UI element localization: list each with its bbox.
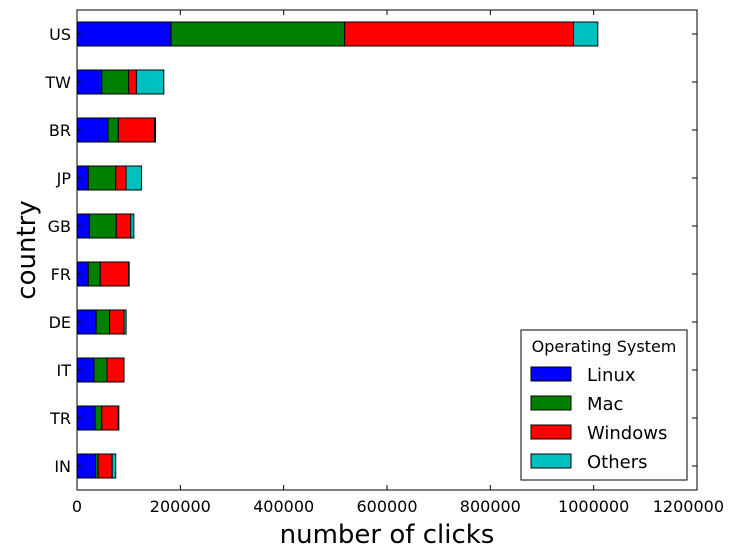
legend-title: Operating System	[532, 337, 677, 356]
y-tick-label-in: IN	[54, 457, 71, 476]
y-tick-label-br: BR	[49, 121, 71, 140]
bar-fr-mac	[87, 261, 101, 287]
bar-us-linux	[76, 21, 172, 47]
bar-br-windows	[117, 117, 156, 143]
y-axis-ticks: US TW BR JP GB FR DE IT TR IN	[44, 25, 697, 476]
bar-gb-windows	[115, 213, 132, 239]
x-axis-ticks: 0 200000 400000 600000 800000 1000000 1200000	[72, 10, 724, 516]
x-tick-label: 1200000	[653, 497, 724, 516]
bar-gb-others	[130, 213, 135, 239]
bar-de-others	[123, 309, 127, 335]
bar-tr-windows	[101, 405, 119, 431]
bar-it-windows	[106, 357, 125, 383]
legend-label-linux: Linux	[587, 365, 636, 386]
bars-group	[76, 21, 599, 479]
y-tick-label-us: US	[49, 25, 71, 44]
y-tick-label-fr: FR	[51, 265, 71, 284]
bar-us-mac	[170, 21, 346, 47]
bar-tw-others	[135, 69, 165, 95]
legend-swatch-windows	[530, 424, 572, 440]
bar-in-windows	[97, 453, 113, 479]
x-tick-label: 0	[72, 497, 82, 516]
legend-swatch-linux	[530, 366, 572, 382]
legend-swatch-mac	[530, 395, 572, 411]
y-tick-label-tr: TR	[49, 409, 71, 428]
bar-us-windows	[344, 21, 575, 47]
x-tick-label: 200000	[150, 497, 211, 516]
legend-entries: Linux Mac Windows Others	[530, 365, 667, 473]
bar-de-windows	[109, 309, 125, 335]
bar-de-mac	[95, 309, 111, 335]
x-tick-label: 400000	[253, 497, 314, 516]
legend-label-windows: Windows	[587, 423, 667, 444]
bar-us-others	[573, 21, 599, 47]
y-axis-title: country	[12, 200, 42, 299]
x-tick-label: 800000	[460, 497, 521, 516]
bar-it-mac	[93, 357, 108, 383]
bar-jp-others	[125, 165, 143, 191]
y-tick-label-gb: GB	[48, 217, 71, 236]
plot-frame	[76, 9, 698, 491]
bar-br-mac	[107, 117, 119, 143]
bar-tw-mac	[101, 69, 130, 95]
bar-tw-windows	[128, 69, 137, 95]
x-axis-title: number of clicks	[280, 520, 495, 550]
bar-fr-others	[128, 261, 130, 287]
bar-br-others	[154, 117, 157, 143]
x-tick-label: 600000	[356, 497, 417, 516]
legend-swatch-others	[530, 453, 572, 469]
bar-tr-mac	[94, 405, 103, 431]
y-tick-label-de: DE	[49, 313, 71, 332]
legend: Operating System Linux Mac Windows Others	[520, 329, 688, 481]
bar-br-linux	[76, 117, 109, 143]
y-tick-label-tw: TW	[44, 73, 71, 92]
legend-label-mac: Mac	[587, 394, 623, 415]
bar-in-others	[111, 453, 117, 479]
x-tick-label: 1000000	[558, 497, 629, 516]
bar-fr-windows	[99, 261, 130, 287]
bar-tr-others	[117, 405, 120, 431]
legend-label-others: Others	[587, 452, 648, 473]
y-tick-label-jp: JP	[56, 169, 72, 188]
bar-gb-mac	[88, 213, 117, 239]
y-tick-label-it: IT	[57, 361, 72, 380]
bar-jp-mac	[87, 165, 117, 191]
bar-jp-windows	[115, 165, 127, 191]
